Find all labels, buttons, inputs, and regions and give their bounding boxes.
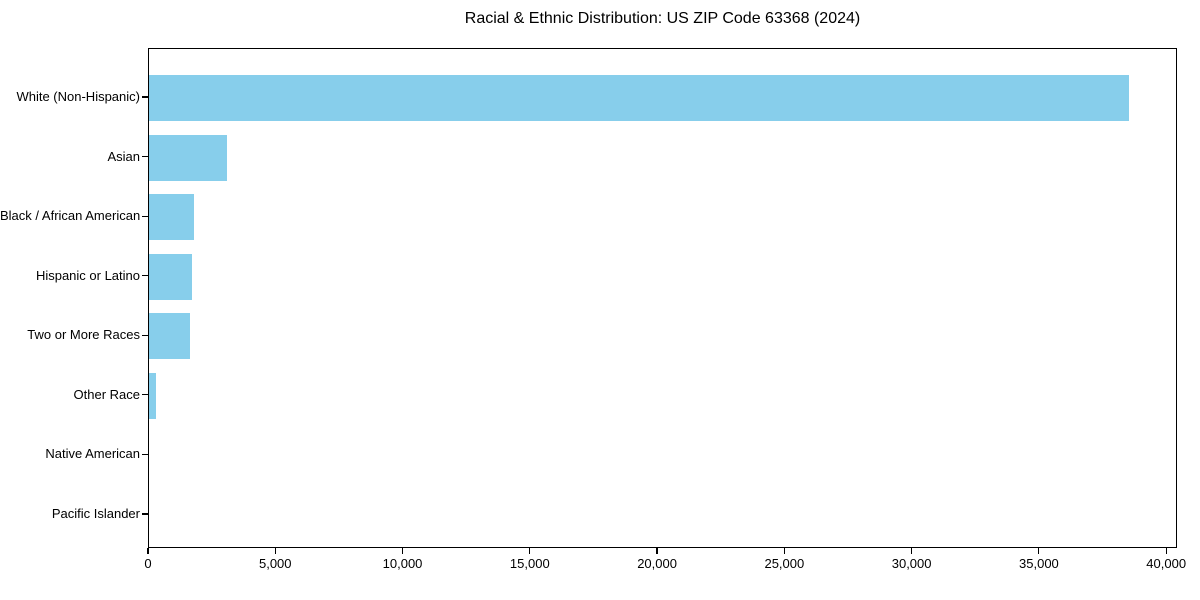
x-tick-label: 5,000 (258, 556, 292, 571)
x-tick-mark (1038, 548, 1040, 554)
x-tick-mark (401, 548, 404, 554)
x-tick-mark (911, 548, 913, 554)
y-tick-label: Asian (107, 148, 140, 164)
y-tick-label: Native American (45, 446, 140, 462)
x-tick-label: 40,000 (1146, 556, 1187, 571)
bar-hispanic-or-latino (149, 253, 192, 300)
x-tick-label: 0 (144, 556, 152, 571)
bar-asian (149, 134, 227, 181)
y-tick-label: Two or More Races (27, 327, 140, 343)
y-tick-label: Other Race (73, 386, 140, 402)
bar-two-or-more-races (149, 313, 190, 360)
bar-black-african-american (149, 194, 194, 241)
chart-title: Racial & Ethnic Distribution: US ZIP Cod… (464, 10, 861, 27)
y-tick-mark (142, 394, 148, 396)
y-tick-mark (142, 215, 148, 217)
y-tick-mark (142, 155, 148, 158)
x-tick-label: 10,000 (382, 556, 423, 571)
plot-area (148, 48, 1177, 548)
x-tick-mark (783, 548, 785, 554)
x-tick-mark (656, 548, 658, 554)
y-tick-label: White (Non-Hispanic) (16, 89, 140, 104)
y-tick-mark (142, 96, 148, 98)
bar-white-non-hispanic (149, 75, 1129, 121)
x-tick-mark (274, 548, 276, 554)
y-tick-mark (142, 334, 148, 336)
x-tick-mark (529, 548, 531, 554)
x-tick-label: 35,000 (1019, 556, 1059, 571)
x-tick-mark (1165, 548, 1167, 554)
y-tick-mark (142, 275, 148, 277)
x-tick-label: 30,000 (891, 556, 932, 571)
y-tick-label: Black / African American (0, 208, 141, 224)
bar-other-race (149, 372, 156, 419)
x-tick-label: 25,000 (764, 556, 805, 571)
x-tick-label: 15,000 (509, 556, 550, 571)
y-tick-mark (142, 513, 148, 515)
y-tick-label: Hispanic or Latino (35, 267, 140, 283)
y-tick-mark (142, 453, 148, 455)
x-tick-mark (147, 548, 149, 554)
y-tick-label: Pacific Islander (51, 505, 140, 521)
x-tick-label: 20,000 (637, 556, 677, 571)
